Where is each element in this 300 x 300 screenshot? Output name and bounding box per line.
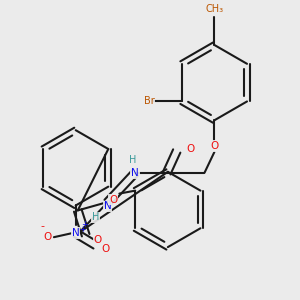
Text: CH₃: CH₃ — [205, 4, 224, 14]
Text: +: + — [80, 225, 86, 234]
Text: +: + — [82, 220, 88, 229]
Text: O: O — [109, 194, 118, 205]
Text: O: O — [101, 244, 110, 254]
Text: N: N — [131, 168, 139, 178]
Text: H: H — [130, 155, 137, 165]
Text: N: N — [103, 202, 111, 212]
Text: O: O — [187, 144, 195, 154]
Text: H: H — [92, 212, 99, 222]
Text: O: O — [94, 235, 102, 245]
Text: Br: Br — [144, 97, 154, 106]
Text: N: N — [72, 228, 80, 238]
Text: O: O — [44, 232, 52, 242]
Text: O: O — [210, 141, 218, 151]
Text: -: - — [40, 221, 44, 231]
